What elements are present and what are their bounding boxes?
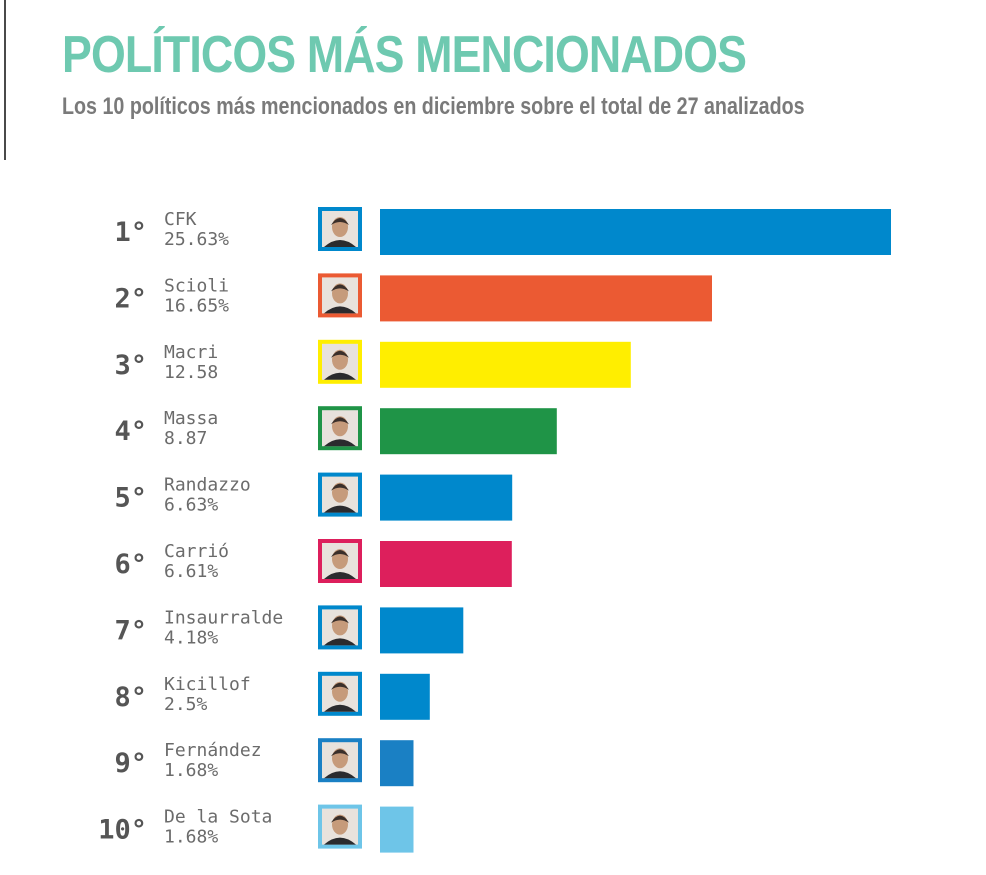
frame-edge-line (4, 0, 6, 160)
politician-name-4: Massa (164, 408, 218, 429)
politician-name-9: Fernández (164, 740, 262, 761)
politician-name-6: Carrió (164, 541, 229, 562)
portrait-shoulders-7 (324, 638, 356, 646)
bar-9 (380, 740, 414, 787)
massa-portrait (318, 406, 362, 451)
portrait-shoulders-6 (324, 572, 356, 579)
politician-name-10: De la Sota (164, 807, 272, 828)
kicillof-portrait (318, 671, 362, 716)
bar-7 (380, 607, 464, 654)
value-label-4: 8.87 (164, 428, 207, 449)
politician-name-7: Insaurralde (164, 607, 283, 628)
portrait-hair-7 (331, 616, 349, 624)
randazzo-portrait (318, 472, 362, 517)
chart-subtitle: Los 10 políticos más mencionados en dici… (62, 93, 805, 120)
portrait-shoulders-9 (324, 771, 356, 779)
value-label-9: 1.68% (164, 760, 218, 781)
fernandez-portrait (318, 738, 362, 783)
politician-name-1: CFK (164, 209, 197, 230)
macri-portrait (318, 339, 362, 384)
rank-label-7: 7° (114, 615, 147, 646)
value-label-5: 6.63% (164, 495, 218, 516)
rank-label-2: 2° (114, 283, 147, 314)
chart-title: POLÍTICOS MÁS MENCIONADOS (62, 26, 747, 84)
value-label-7: 4.18% (164, 627, 218, 648)
portrait-hair-8 (331, 682, 349, 690)
portrait-hair-3 (331, 350, 349, 358)
delasota-portrait (318, 804, 362, 849)
value-label-2: 16.65% (164, 295, 229, 316)
portrait-hair-5 (331, 483, 349, 491)
portrait-hair-6 (331, 550, 349, 557)
rank-label-4: 4° (114, 416, 147, 447)
scioli-portrait (318, 273, 362, 318)
portrait-shoulders-10 (324, 837, 356, 845)
value-label-3: 12.58 (164, 362, 218, 383)
politician-name-2: Scioli (164, 275, 229, 296)
rank-label-3: 3° (114, 350, 147, 381)
bar-1 (380, 209, 891, 255)
portrait-shoulders-2 (324, 306, 356, 314)
value-label-6: 6.61% (164, 561, 218, 582)
insaurralde-portrait (318, 605, 362, 650)
rank-label-8: 8° (114, 682, 147, 713)
rank-label-5: 5° (114, 483, 147, 514)
politician-name-3: Macri (164, 342, 218, 363)
rank-label-6: 6° (114, 549, 147, 580)
portrait-shoulders-5 (324, 505, 356, 513)
carrio-portrait (318, 539, 362, 583)
value-label-8: 2.5% (164, 694, 208, 715)
bar-3 (380, 341, 631, 388)
portrait-shoulders-3 (324, 372, 356, 380)
cfk-portrait (318, 207, 362, 251)
rank-label-1: 1° (114, 217, 147, 248)
bar-4 (380, 408, 557, 455)
portrait-hair-4 (331, 417, 349, 425)
bar-6 (380, 541, 512, 587)
value-label-1: 25.63% (164, 229, 229, 250)
bar-5 (380, 474, 513, 521)
portrait-shoulders-1 (324, 240, 356, 247)
rank-label-10: 10° (98, 815, 147, 846)
portrait-shoulders-4 (324, 439, 356, 447)
bar-8 (380, 673, 430, 720)
bar-10 (380, 806, 414, 853)
portrait-hair-10 (331, 815, 349, 823)
portrait-shoulders-8 (324, 704, 356, 712)
portrait-hair-1 (331, 218, 349, 225)
bar-2 (380, 275, 712, 322)
rank-label-9: 9° (114, 748, 147, 779)
portrait-hair-9 (331, 749, 349, 757)
politician-name-8: Kicillof (164, 674, 251, 695)
portrait-hair-2 (331, 284, 349, 292)
value-label-10: 1.68% (164, 827, 218, 848)
politician-name-5: Randazzo (164, 475, 251, 496)
